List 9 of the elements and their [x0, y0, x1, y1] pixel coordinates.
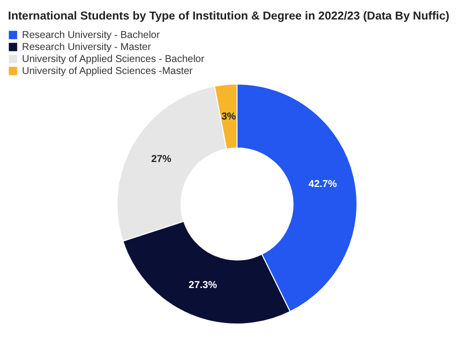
- legend-label: University of Applied Sciences -Master: [22, 66, 194, 77]
- data-label: 27%: [151, 154, 172, 166]
- legend-label: Research University - Master: [22, 42, 152, 53]
- data-label: 27.3%: [188, 280, 218, 292]
- chart-title: International Students by Type of Institution & Degree in 2022/23 (Data By Nuffic): [8, 10, 450, 22]
- data-label: 3%: [221, 111, 236, 122]
- legend-label: University of Applied Sciences - Bachelor: [22, 54, 205, 65]
- legend-label: Research University - Bachelor: [22, 30, 160, 41]
- data-label: 42.7%: [308, 178, 337, 190]
